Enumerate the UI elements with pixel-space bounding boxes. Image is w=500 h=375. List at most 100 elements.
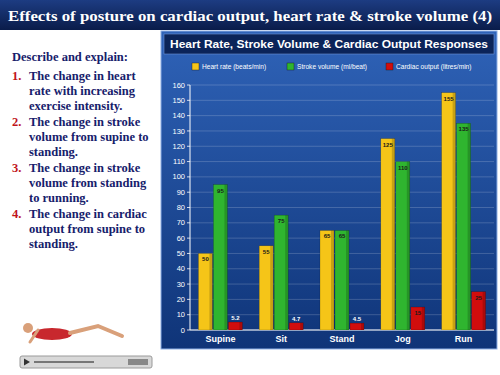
- figure-head: [23, 323, 33, 333]
- data-label: 55: [263, 249, 270, 255]
- slide: Effects of posture on cardiac output, he…: [0, 0, 500, 375]
- label-spacer: [290, 315, 302, 322]
- bar: [320, 230, 334, 330]
- progress-track: [34, 361, 94, 363]
- item-number: 2.: [12, 115, 29, 160]
- y-axis: [190, 85, 191, 330]
- bar: [289, 323, 303, 330]
- item-text: The change in heart rate with increasing…: [29, 69, 154, 114]
- bar-shade: [468, 123, 471, 330]
- y-tick-label: 120: [172, 142, 185, 151]
- bar: [350, 323, 364, 330]
- data-labels: 5055651251559575651101355.24.74.51525: [202, 96, 483, 322]
- bar: [411, 307, 425, 330]
- question-item: 2.The change in stroke volume from supin…: [12, 115, 154, 160]
- data-label: 4.5: [353, 316, 362, 322]
- chart-title-band: [164, 34, 494, 54]
- grid-line: [190, 85, 494, 86]
- legend-label: Cardiac output (litres/min): [396, 63, 472, 71]
- question-item: 4.The change in cardiac output from supi…: [12, 207, 154, 252]
- y-tick-label: 110: [173, 157, 185, 166]
- bar: [442, 93, 456, 330]
- data-label: 110: [398, 165, 408, 171]
- y-tick-label: 130: [172, 127, 185, 136]
- bar: [259, 246, 273, 330]
- x-tick-label: Supine: [205, 334, 235, 344]
- y-tick-label: 70: [177, 218, 185, 227]
- prompt: Describe and explain:: [12, 50, 154, 65]
- data-label: 65: [339, 233, 346, 239]
- item-text: The change in stroke volume from standin…: [29, 161, 154, 206]
- data-label: 155: [444, 96, 455, 102]
- data-label: 135: [459, 126, 470, 132]
- bar-shade: [300, 323, 303, 330]
- reclining-figure: [23, 323, 122, 342]
- y-tick-label: 30: [177, 280, 185, 289]
- chart-title: Heart Rate, Stroke Volume & Cardiac Outp…: [170, 38, 488, 50]
- y-tick-label: 150: [172, 96, 185, 105]
- bars: [198, 93, 485, 330]
- figure-arm: [30, 330, 38, 342]
- title-bar: [0, 0, 500, 30]
- bar-shade: [422, 307, 425, 330]
- data-label: 95: [217, 188, 224, 194]
- legend-swatch: [287, 63, 294, 70]
- chart-panel: [161, 31, 497, 349]
- bar: [213, 185, 227, 330]
- bar: [274, 215, 288, 330]
- bar: [381, 139, 395, 330]
- data-label: 50: [202, 256, 209, 262]
- bar-shade: [346, 230, 349, 330]
- x-tick-label: Stand: [329, 334, 354, 344]
- bar-shade: [453, 93, 456, 330]
- bar: [198, 253, 212, 330]
- slide-title: Effects of posture on cardiac output, he…: [8, 8, 492, 25]
- bar-shade: [361, 323, 364, 330]
- bar-shade: [209, 253, 212, 330]
- legend-label: Heart rate (beats/min): [202, 63, 266, 71]
- y-tick-label: 50: [177, 249, 185, 258]
- y-tick-label: 0: [181, 326, 185, 335]
- data-label: 65: [324, 233, 331, 239]
- x-tick-label: Jog: [395, 334, 411, 344]
- y-tick-label: 60: [177, 234, 185, 243]
- data-label: 15: [414, 310, 421, 316]
- item-text: The change in stroke volume from supine …: [29, 115, 154, 160]
- bar-shade: [483, 292, 486, 330]
- label-spacer: [351, 315, 363, 322]
- y-tick-label: 10: [177, 310, 185, 319]
- bar: [472, 292, 486, 330]
- item-number: 4.: [12, 207, 29, 252]
- y-tick-label: 40: [177, 264, 185, 273]
- legend-swatch: [192, 63, 199, 70]
- x-tick-label: Sit: [275, 334, 287, 344]
- y-tick-label: 160: [172, 81, 185, 90]
- bar-shade: [270, 246, 273, 330]
- bar-shade: [239, 322, 242, 330]
- data-label: 75: [278, 218, 285, 224]
- play-button[interactable]: [24, 359, 30, 366]
- legend-label: Stroke volume (ml/beat): [297, 63, 367, 71]
- item-number: 1.: [12, 69, 29, 114]
- y-tick-label: 140: [172, 111, 185, 120]
- volume-control[interactable]: [128, 359, 148, 365]
- bar-shade: [285, 215, 288, 330]
- item-number: 3.: [12, 161, 29, 206]
- question-item: 1.The change in heart rate with increasi…: [12, 69, 154, 114]
- x-tick-label: Run: [455, 334, 473, 344]
- item-text: The change in cardiac output from supine…: [29, 207, 154, 252]
- video-player: [20, 356, 152, 368]
- bar: [335, 230, 349, 330]
- legend-swatch: [386, 63, 393, 70]
- bar: [457, 123, 471, 330]
- data-label: 125: [383, 142, 394, 148]
- label-spacer: [229, 314, 241, 321]
- bar: [228, 322, 242, 330]
- data-label: 25: [475, 295, 482, 301]
- y-tick-label: 80: [177, 203, 185, 212]
- bar: [396, 162, 410, 330]
- y-tick-label: 90: [177, 188, 185, 197]
- bar-shade: [392, 139, 395, 330]
- data-label: 5.2: [231, 315, 240, 321]
- question-item: 3.The change in stroke volume from stand…: [12, 161, 154, 206]
